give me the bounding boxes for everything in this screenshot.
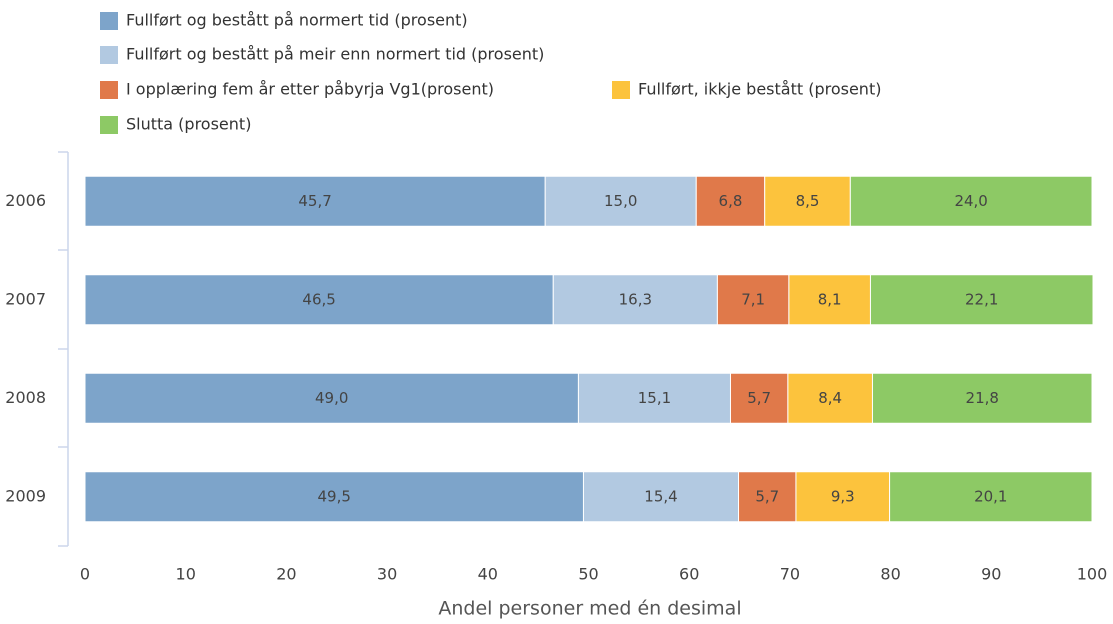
y-tick-label: 2007 [5, 289, 46, 308]
data-label: 6,8 [719, 192, 743, 210]
data-label: 22,1 [965, 290, 998, 308]
legend-swatch [100, 46, 118, 64]
x-tick-label: 50 [578, 565, 598, 584]
data-label: 46,5 [302, 290, 335, 308]
data-label: 8,4 [818, 389, 842, 407]
data-label: 8,5 [796, 192, 820, 210]
x-tick-label: 80 [880, 565, 900, 584]
bar-segment [764, 175, 851, 227]
bar-segment [738, 471, 797, 523]
x-tick-label: 0 [80, 565, 90, 584]
x-tick-label: 40 [478, 565, 498, 584]
data-label: 7,1 [741, 290, 765, 308]
y-tick-label: 2008 [5, 388, 46, 407]
x-tick-label: 90 [981, 565, 1001, 584]
bar-segment [84, 274, 554, 326]
x-tick-label: 70 [780, 565, 800, 584]
bar-segment [84, 175, 546, 227]
bar-segment [869, 274, 1094, 326]
legend-swatch [612, 81, 630, 99]
data-label: 20,1 [974, 487, 1007, 505]
bar-segment [787, 372, 873, 424]
legend-swatch [100, 12, 118, 30]
data-label: 49,0 [315, 389, 348, 407]
data-label: 15,4 [644, 487, 677, 505]
x-tick-label: 100 [1077, 565, 1108, 584]
bar-segment [582, 471, 740, 523]
legend-label: I opplæring fem år etter påbyrja Vg1(pro… [126, 80, 494, 99]
legend-label: Fullført og bestått på normert tid (pros… [126, 11, 468, 30]
legend-label: Slutta (prosent) [126, 115, 251, 134]
bar-segment [552, 274, 718, 326]
data-label: 24,0 [954, 192, 987, 210]
legend-swatch [100, 116, 118, 134]
bar-segment [577, 372, 731, 424]
data-label: 8,1 [818, 290, 842, 308]
bar-segment [871, 372, 1093, 424]
legend-swatch [100, 81, 118, 99]
data-label: 5,7 [747, 389, 771, 407]
data-label: 21,8 [966, 389, 999, 407]
legend-label: Fullført, ikkje bestått (prosent) [638, 80, 881, 99]
y-axis-ticks [58, 151, 68, 547]
x-tick-label: 10 [176, 565, 196, 584]
data-label: 9,3 [831, 487, 855, 505]
x-tick-label: 20 [276, 565, 296, 584]
data-label: 15,1 [638, 389, 671, 407]
x-tick-label: 60 [679, 565, 699, 584]
bar-segment [729, 372, 789, 424]
x-tick-label: 30 [377, 565, 397, 584]
data-label: 15,0 [604, 192, 637, 210]
data-label: 49,5 [318, 487, 351, 505]
x-axis-title: Andel personer med én desimal [438, 598, 741, 620]
legend-label: Fullført og bestått på meir enn normert … [126, 45, 544, 64]
data-label: 16,3 [619, 290, 652, 308]
bar-segment [716, 274, 790, 326]
bar-segment [889, 471, 1093, 523]
y-tick-label: 2006 [5, 191, 46, 210]
data-label: 5,7 [755, 487, 779, 505]
bar-segment [788, 274, 871, 326]
y-tick-label: 2009 [5, 486, 46, 505]
bar-segment [849, 175, 1093, 227]
data-label: 45,7 [298, 192, 331, 210]
bar-segment [84, 372, 579, 424]
